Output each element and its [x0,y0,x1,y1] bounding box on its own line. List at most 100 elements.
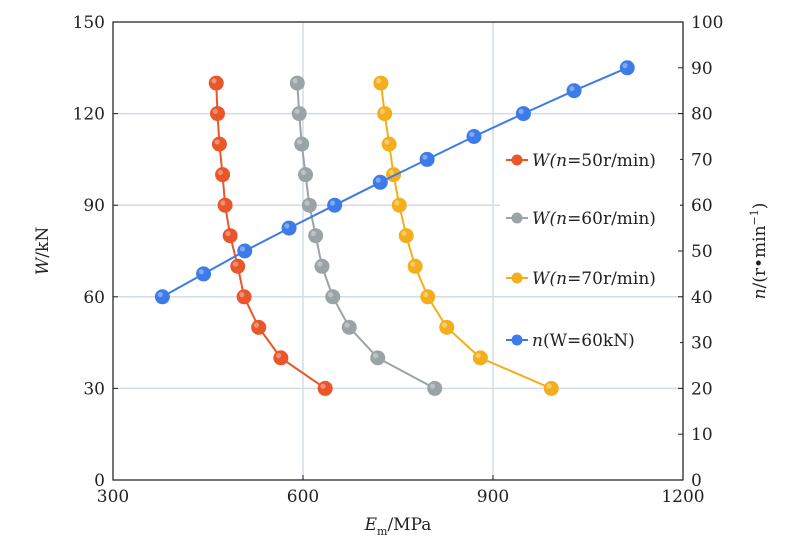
series-4 [154,60,635,305]
data-point [291,106,307,122]
legend-label: W(n=50r/min) [532,151,656,171]
x-tick-label: 600 [287,487,319,507]
x-tick-label: 900 [477,487,509,507]
data-point-highlight [225,230,231,237]
data-point-highlight [376,78,382,84]
data-point [386,167,402,183]
data-point [196,266,212,282]
data-point-highlight [327,292,334,298]
legend-item: W(n=70r/min) [500,264,680,292]
data-point-highlight [518,108,524,114]
data-point [289,75,305,91]
data-point-highlight [239,292,245,298]
data-point-highlight [198,269,204,275]
y2-tick-label: 10 [691,425,713,445]
data-point-highlight [375,177,381,183]
data-point [373,75,389,91]
plot-frame [112,21,684,481]
y-tick-label: 150 [73,13,105,33]
data-point [281,220,297,236]
data-point-highlight [622,63,628,69]
y2-tick-label: 30 [691,334,713,354]
legend-item: W(n=50r/min) [500,146,680,174]
legend-label: W(n=60r/min) [532,209,656,229]
data-point-highlight [214,139,220,145]
data-point [377,106,393,122]
data-point [370,350,386,366]
data-point [391,197,407,213]
data-point [419,151,435,167]
y-axis-title: W/kN [33,227,53,276]
series-3 [373,75,559,396]
data-point-highlight [441,322,448,328]
data-point [398,228,414,244]
data-point [222,228,238,244]
data-point-highlight [429,383,436,389]
data-point [308,228,324,244]
legend-label: n(W=60kN) [532,331,635,351]
y2-tick-label: 60 [691,196,713,216]
data-point-highlight [320,383,326,389]
data-point [372,174,388,190]
data-point-highlight [253,322,260,328]
y2-tick-label: 20 [691,379,713,399]
y-tick-label: 0 [94,471,105,491]
data-point [251,319,267,335]
data-point [317,380,333,396]
y2-tick-label: 80 [691,105,713,125]
data-point [566,83,582,99]
legend-label: W(n=70r/min) [532,269,656,289]
y2-tick-label: 90 [691,59,713,79]
y2-tick-label: 40 [691,288,713,308]
data-point [466,129,482,144]
data-point [439,319,455,335]
legend: W(n=50r/min) W(n=60r/min) W(n=70r/min) n(W=… [500,146,680,354]
data-point [325,289,341,305]
x-tick-label: 300 [97,487,129,507]
data-point-highlight [304,200,310,206]
data-point-highlight [217,169,223,176]
y2-tick-label: 50 [691,242,713,262]
data-point-highlight [296,139,303,145]
grid [112,21,684,481]
data-point [211,136,227,152]
series-layer [154,60,635,396]
data-point [208,75,224,91]
data-point-highlight [379,108,386,114]
y-tick-label: 30 [83,379,105,399]
data-point [341,319,357,335]
legend-item-bg [500,204,680,232]
tick-layer: 300 600 900 1200030609012015001020304050607… [73,13,724,507]
data-point [327,197,343,213]
data-point-highlight [384,139,390,145]
data-point-highlight [422,292,429,298]
data-point-highlight [220,200,226,206]
data-point-highlight [569,85,575,92]
legend-item-bg [500,146,680,174]
data-point [420,289,436,305]
data-point-highlight [212,108,218,114]
data-point [236,289,252,305]
data-point-highlight [469,131,475,137]
data-point-highlight [388,169,394,176]
data-point-highlight [546,383,552,389]
series-2 [289,75,443,396]
x-tick-label: 1200 [661,487,704,507]
legend-item: n(W=60kN) [500,326,680,354]
series-1 [208,75,333,396]
data-point-highlight [372,353,379,359]
data-point [543,380,559,396]
data-point [619,60,635,76]
data-point-highlight [294,108,300,114]
data-point [273,350,289,366]
data-point-highlight [157,292,163,298]
data-point [515,106,531,122]
data-point [154,289,170,305]
y2-tick-label: 100 [691,13,723,33]
data-point [381,136,397,152]
legend-item: W(n=60r/min) [500,204,680,232]
data-point-highlight [394,200,400,206]
data-point [301,197,317,213]
